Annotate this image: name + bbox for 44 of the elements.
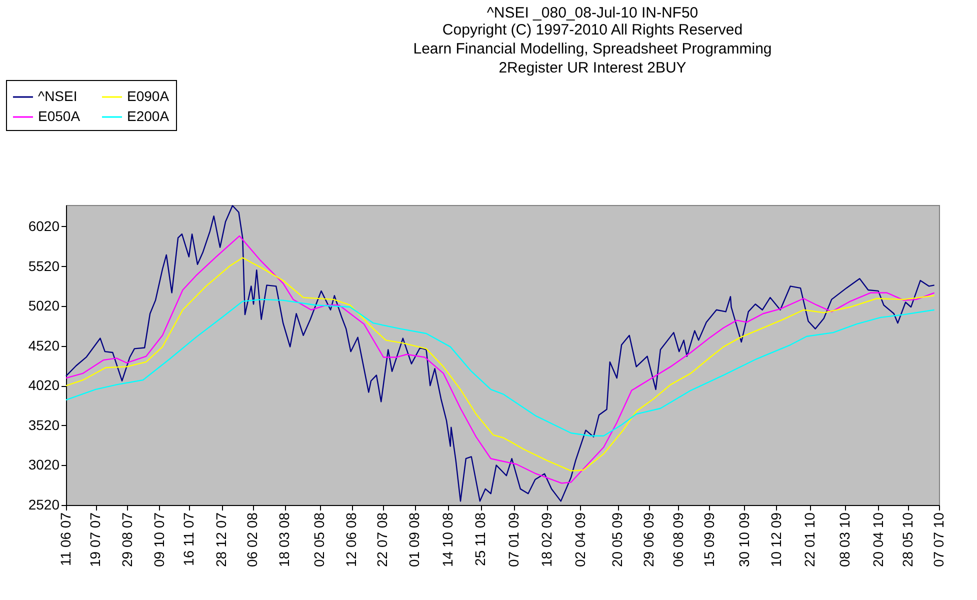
- x-tick-label: 10 12 09: [768, 512, 784, 567]
- x-tick-label: 29 06 09: [640, 512, 656, 567]
- y-tick-label: 5020: [28, 298, 60, 314]
- x-tick-label: 06 08 09: [670, 512, 686, 567]
- x-tick-label: 02 04 09: [572, 512, 588, 567]
- legend-label: ^NSEI: [38, 88, 78, 104]
- x-tick-label: 30 10 09: [736, 512, 752, 567]
- x-tick-label: 07 07 10: [930, 512, 946, 567]
- x-tick-label: 06 02 08: [244, 512, 260, 567]
- legend-label: E200A: [127, 108, 170, 124]
- chart-subtitle: Copyright (C) 1997-2010 All Rights Reserved Learn Financial Modelling, Spreadsheet Programming 2Register UR Interest 2BUY: [413, 22, 772, 76]
- x-tick-label: 16 11 07: [180, 512, 196, 566]
- chart-title: ^NSEI _080_08-Jul-10 IN-NF50: [486, 4, 698, 22]
- line-series: [65, 205, 935, 502]
- x-tick-label: 22 01 10: [801, 512, 818, 567]
- x-tick-label: 07 01 09: [506, 512, 522, 567]
- x-tick-label: 08 03 10: [836, 512, 852, 567]
- x-tick-label: 14 10 08: [440, 512, 456, 567]
- x-tick-label: 22 07 08: [374, 512, 390, 567]
- x-tick-label: 28 12 07: [213, 512, 230, 567]
- x-tick-label: 29 08 07: [118, 512, 135, 567]
- x-tick-label: 28 05 10: [899, 512, 916, 567]
- y-tick-label: 3020: [28, 456, 60, 473]
- x-tick-label: 18 03 08: [276, 512, 292, 567]
- x-tick-label: 19 07 07: [87, 512, 104, 567]
- y-tick-label: 4520: [28, 337, 60, 354]
- y-tick-label: 6020: [28, 218, 60, 234]
- x-tick-label: 09 10 07: [150, 512, 167, 567]
- y-tick-label: 2520: [28, 496, 60, 512]
- y-tick-label: 4020: [28, 377, 60, 394]
- x-tick-label: 25 11 08: [472, 512, 488, 566]
- y-tick-label: 5520: [28, 258, 60, 274]
- x-tick-label: 15 09 09: [700, 512, 717, 567]
- x-tick-label: 02 05 08: [311, 512, 328, 567]
- x-tick-label: 20 04 10: [870, 512, 886, 567]
- x-tick-label: 12 06 08: [343, 512, 360, 567]
- line-series: [65, 298, 935, 436]
- x-tick-label: 11 06 07: [58, 512, 74, 566]
- x-tick-label: 18 02 09: [538, 512, 554, 567]
- x-tick-label: 20 05 09: [609, 512, 626, 567]
- y-tick-label: 3520: [28, 416, 60, 433]
- legend-label: E090A: [127, 88, 170, 104]
- x-tick-label: 01 09 08: [406, 512, 422, 567]
- legend-label: E050A: [38, 108, 81, 124]
